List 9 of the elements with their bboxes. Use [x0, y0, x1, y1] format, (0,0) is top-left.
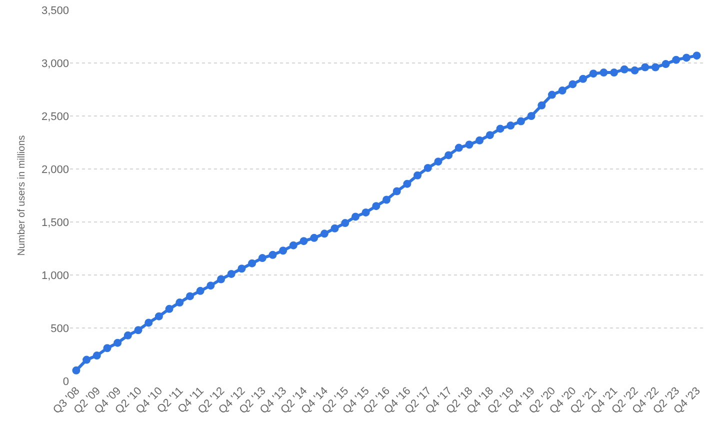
y-tick-label: 1,500: [41, 216, 69, 229]
y-tick-label: 2,000: [41, 164, 69, 176]
y-tick-label: 3,000: [41, 58, 69, 70]
y-tick-label: 3,500: [41, 4, 69, 17]
y-tick-label: 2,500: [41, 110, 69, 123]
y-axis-title: Number of users in millions: [16, 135, 28, 256]
y-tick-label: 1,000: [41, 270, 69, 282]
y-tick-label: 500: [50, 322, 69, 335]
y-tick-label: 0: [62, 376, 69, 388]
